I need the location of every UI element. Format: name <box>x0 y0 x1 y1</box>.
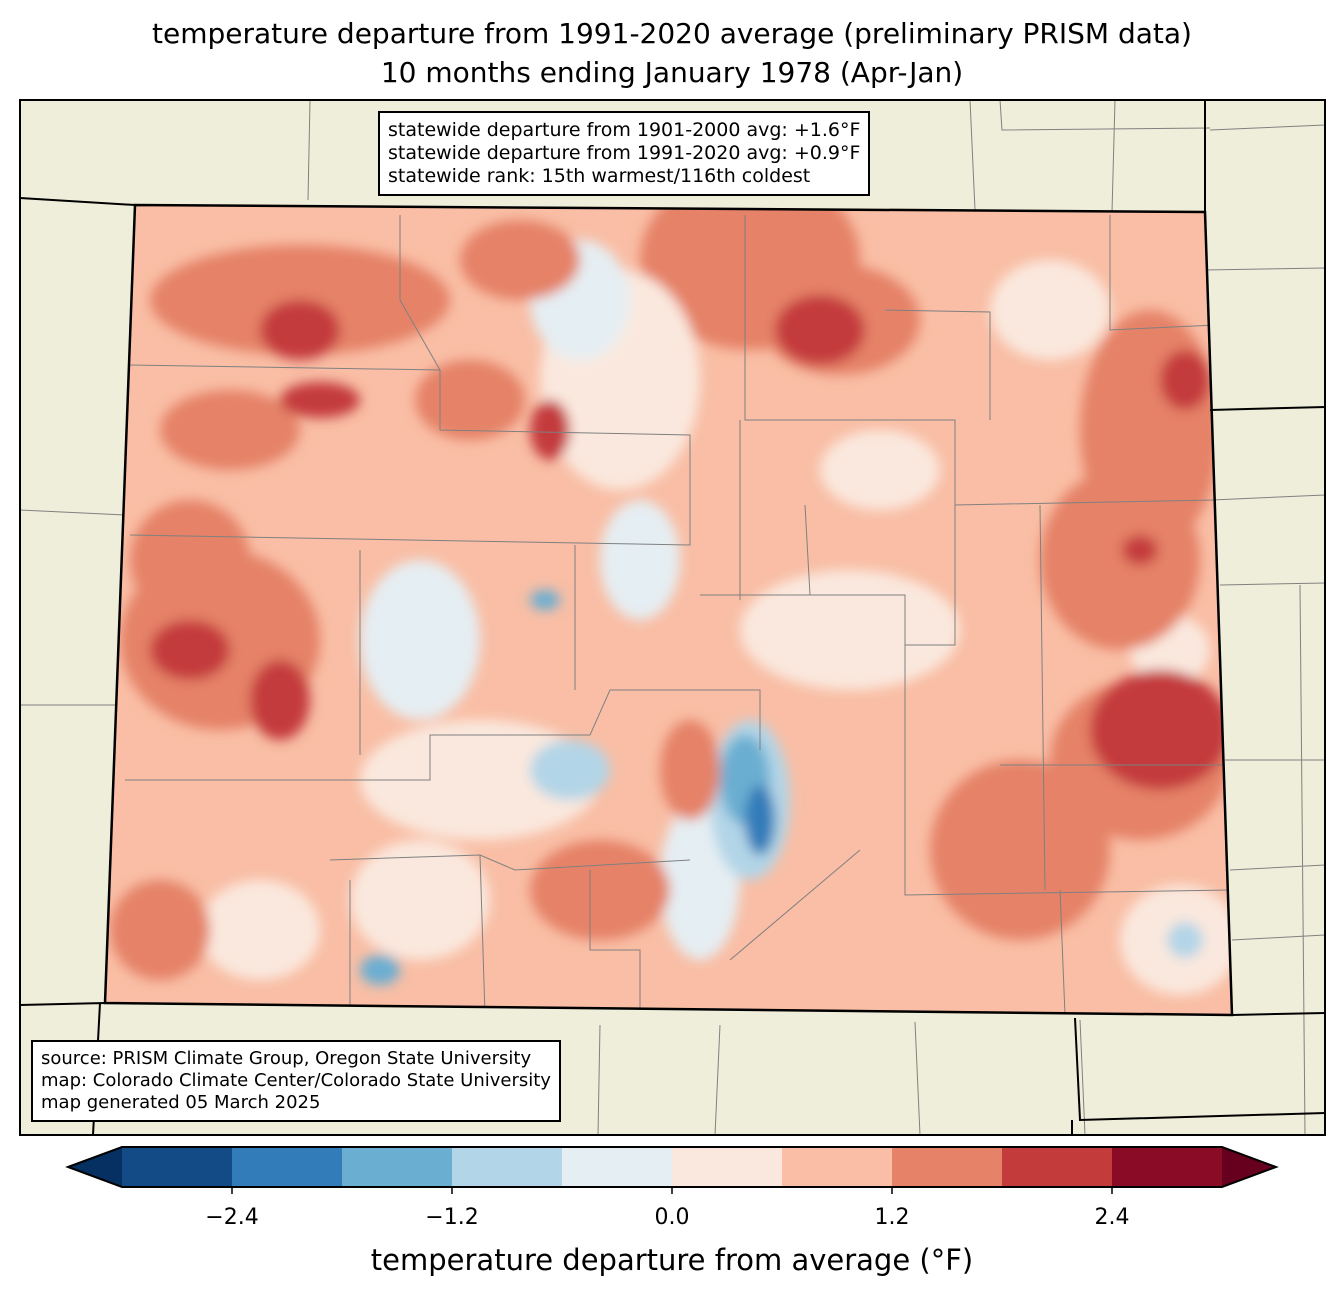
colorbar-segment <box>1002 1147 1113 1187</box>
source-box: source: PRISM Climate Group, Oregon Stat… <box>31 1040 561 1122</box>
colorbar-under-extension <box>68 1147 122 1187</box>
colorbar-segment <box>122 1147 233 1187</box>
map-credit-line: map: Colorado Climate Center/Colorado St… <box>41 1070 551 1091</box>
colorbar-segment <box>342 1147 453 1187</box>
colorbar-segment <box>892 1147 1003 1187</box>
colorbar-outline <box>65 1146 1279 1188</box>
colorbar-tick-label: −2.4 <box>205 1205 259 1230</box>
colorbar-tick-label: 1.2 <box>874 1205 910 1230</box>
source-line: source: PRISM Climate Group, Oregon Stat… <box>41 1048 532 1069</box>
colorbar-tick-label: 2.4 <box>1094 1205 1130 1230</box>
map-frame <box>19 99 1326 1136</box>
colorbar-segment <box>782 1147 893 1187</box>
colorbar <box>65 1146 1279 1194</box>
colorbar-segment <box>672 1147 783 1187</box>
colorbar-label: temperature departure from average (°F) <box>370 1243 974 1277</box>
map-title-line1: temperature departure from 1991-2020 ave… <box>152 17 1192 50</box>
county-boundaries <box>125 215 1231 1015</box>
statewide-stats-box: statewide departure from 1901-2000 avg: … <box>378 111 871 196</box>
map-title-line2: 10 months ending January 1978 (Apr-Jan) <box>380 56 964 89</box>
temperature-contour-field <box>105 205 1232 1015</box>
stats-line-1991-2020: statewide departure from 1991-2020 avg: … <box>388 142 861 164</box>
colorbar-segment <box>562 1147 673 1187</box>
stats-line-1901-2000: statewide departure from 1901-2000 avg: … <box>388 119 861 141</box>
colorbar-segment <box>232 1147 343 1187</box>
colorbar-over-extension <box>1222 1147 1276 1187</box>
colorbar-segment <box>452 1147 563 1187</box>
colorbar-segment <box>1112 1147 1223 1187</box>
stats-rank: statewide rank: 15th warmest/116th colde… <box>388 165 811 187</box>
neighbor-county-lines <box>19 99 1326 1136</box>
generated-date-line: map generated 05 March 2025 <box>41 1092 321 1113</box>
colorbar-tick-label: 0.0 <box>654 1205 690 1230</box>
colorbar-tick-label: −1.2 <box>425 1205 479 1230</box>
